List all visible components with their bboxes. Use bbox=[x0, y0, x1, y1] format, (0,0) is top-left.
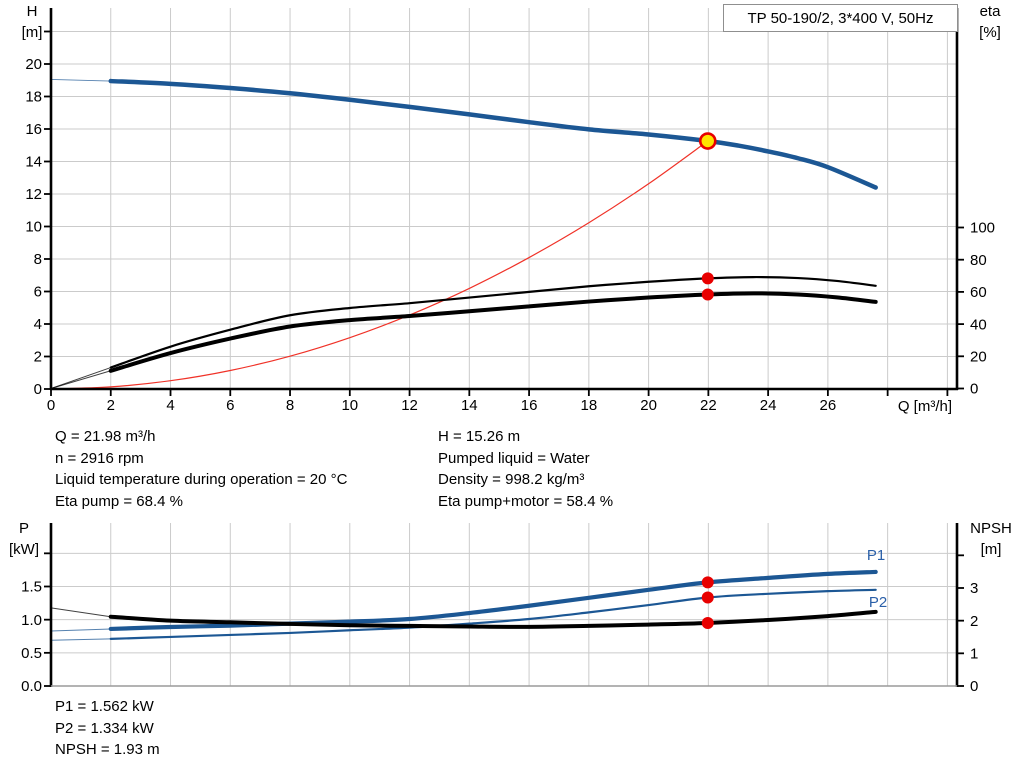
right-tick-label: 60 bbox=[970, 284, 987, 301]
left-tick-label: 6 bbox=[34, 284, 42, 301]
left-tick-label: 14 bbox=[25, 154, 42, 171]
eta-pump-motor-curve bbox=[108, 291, 878, 373]
x-tick-label: 24 bbox=[760, 397, 777, 414]
x-tick-label: 20 bbox=[640, 397, 657, 414]
left-tick-label: 18 bbox=[25, 89, 42, 106]
left-tick-label: 8 bbox=[34, 251, 42, 268]
h-axis-label: H bbox=[26, 3, 38, 20]
left-tick-label: 16 bbox=[25, 121, 42, 138]
left-tick-label: 2 bbox=[34, 349, 42, 366]
p1-curve bbox=[108, 569, 878, 632]
p-axis-unit: [kW] bbox=[9, 541, 39, 558]
x-tick-label: 22 bbox=[700, 397, 717, 414]
p2-curve bbox=[109, 588, 877, 641]
info-line-npsh: NPSH = 1.93 m bbox=[55, 741, 160, 758]
info-line-eta-pump-motor: Eta pump+motor = 58.4 % bbox=[438, 492, 614, 510]
eta-pump-curve-lead bbox=[50, 367, 111, 389]
p1-curve-label: P1 bbox=[866, 547, 886, 564]
info-line-density: Density = 998.2 kg/m³ bbox=[438, 471, 585, 488]
p1-point bbox=[701, 576, 714, 589]
p2-curve-lead bbox=[50, 638, 111, 641]
p2-point bbox=[701, 591, 714, 604]
x-tick-label: 6 bbox=[226, 397, 234, 414]
info-line-p2: P2 = 1.334 kW bbox=[55, 719, 154, 737]
right-tick-label: 2 bbox=[970, 613, 978, 630]
right-tick-label: 3 bbox=[970, 580, 978, 597]
x-tick-label: 4 bbox=[166, 397, 174, 414]
info-line-eta-pump: Eta pump = 68.4 % bbox=[55, 492, 183, 510]
npsh-curve-lead bbox=[50, 607, 111, 618]
duty-info-left: Q = 21.98 m³/h n = 2916 rpm Liquid tempe… bbox=[55, 426, 347, 512]
x-tick-label: 12 bbox=[401, 397, 418, 414]
pump-curve-lead bbox=[50, 78, 111, 82]
x-tick-label: 8 bbox=[286, 397, 294, 414]
x-tick-label: 26 bbox=[820, 397, 837, 414]
x-tick-label: 0 bbox=[47, 397, 55, 414]
right-axis-title-bottom: NPSH [m] bbox=[961, 518, 1021, 560]
power-info: P1 = 1.562 kW P2 = 1.334 kW NPSH = 1.93 … bbox=[55, 696, 160, 761]
info-line-h: H = 15.26 m bbox=[438, 428, 521, 445]
right-tick-label: 100 bbox=[970, 220, 995, 237]
x-tick-label: 16 bbox=[521, 397, 538, 414]
pump-title-box: TP 50-190/2, 3*400 V, 50Hz bbox=[723, 4, 958, 32]
right-tick-label: 0 bbox=[970, 381, 978, 398]
left-tick-label: 0.5 bbox=[21, 645, 42, 662]
p-axis-label: P bbox=[18, 520, 29, 537]
eta-pump-motor-point bbox=[701, 288, 714, 301]
left-tick-label: 10 bbox=[25, 219, 42, 236]
left-tick-label: 0 bbox=[34, 381, 42, 398]
pump-curve bbox=[108, 78, 878, 190]
npsh-axis-label: NPSH bbox=[970, 520, 1012, 537]
npsh-curve bbox=[108, 609, 878, 629]
eta-pump-motor-curve-lead bbox=[50, 370, 111, 389]
x-tick-label: 10 bbox=[341, 397, 358, 414]
right-tick-label: 0 bbox=[970, 678, 978, 695]
eta-pump-curve bbox=[109, 275, 877, 369]
x-tick-label: 14 bbox=[461, 397, 478, 414]
left-tick-label: 1.5 bbox=[21, 579, 42, 596]
p1-curve-lead bbox=[50, 628, 111, 632]
left-axis-title-top: H [m] bbox=[10, 1, 54, 43]
x-axis-title: Q [m³/h] bbox=[897, 398, 952, 415]
right-tick-label: 80 bbox=[970, 252, 987, 269]
info-line-liquid: Pumped liquid = Water bbox=[438, 449, 590, 467]
eta-axis-label: eta bbox=[979, 3, 1001, 20]
right-tick-label: 20 bbox=[970, 349, 987, 366]
right-axis-title-top: eta [%] bbox=[967, 1, 1013, 43]
info-line-q: Q = 21.98 m³/h bbox=[55, 428, 156, 445]
power-npsh-chart[interactable]: 0.0 0.5 1.0 1.5 0 1 2 3 bbox=[0, 500, 1024, 781]
duty-point bbox=[698, 132, 717, 150]
left-tick-label: 0.0 bbox=[21, 678, 42, 695]
eta-axis-unit: [%] bbox=[979, 24, 1001, 41]
info-line-n: n = 2916 rpm bbox=[55, 449, 144, 467]
left-axis-title-bottom: P [kW] bbox=[1, 518, 47, 560]
pump-title: TP 50-190/2, 3*400 V, 50Hz bbox=[747, 9, 934, 27]
info-line-temperature: Liquid temperature during operation = 20… bbox=[55, 471, 348, 488]
left-tick-label: 1.0 bbox=[21, 612, 42, 629]
right-tick-label: 1 bbox=[970, 646, 978, 663]
eta-pump-point bbox=[701, 272, 714, 285]
p2-curve-label: P2 bbox=[868, 594, 888, 611]
system-curve bbox=[50, 140, 709, 390]
npsh-point bbox=[701, 616, 714, 629]
h-axis-unit: [m] bbox=[21, 24, 43, 41]
x-tick-label: 18 bbox=[580, 397, 597, 414]
hq-eta-chart[interactable]: 0 2 4 6 8 10 12 14 16 18 20 22 24 2602468101214161820… bbox=[0, 0, 1024, 420]
info-line-p1: P1 = 1.562 kW bbox=[55, 698, 154, 715]
left-tick-label: 12 bbox=[25, 186, 42, 203]
duty-info-right: H = 15.26 m Pumped liquid = Water Densit… bbox=[438, 426, 613, 512]
npsh-axis-unit: [m] bbox=[980, 541, 1002, 558]
left-tick-label: 20 bbox=[25, 56, 42, 73]
right-tick-label: 40 bbox=[970, 316, 987, 333]
x-tick-label: 2 bbox=[107, 397, 115, 414]
left-tick-label: 4 bbox=[34, 316, 42, 333]
